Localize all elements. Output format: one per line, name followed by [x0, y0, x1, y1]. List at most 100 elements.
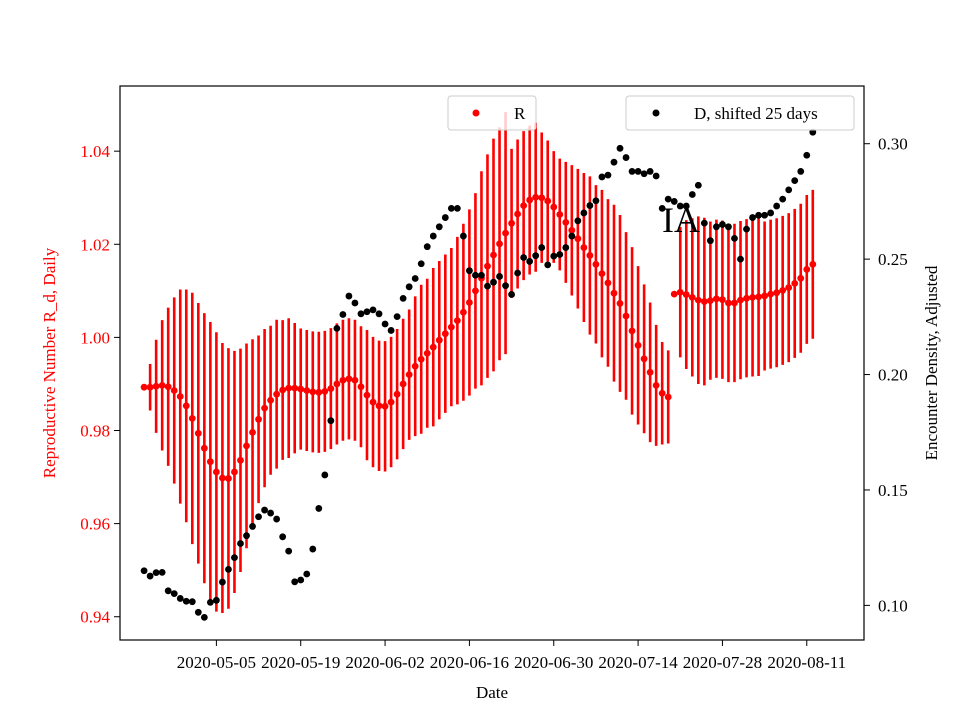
r-point — [743, 294, 750, 302]
d-point — [399, 294, 407, 302]
d-point — [315, 505, 323, 512]
r-point — [767, 290, 775, 298]
d-point — [779, 195, 787, 203]
r-point — [140, 383, 148, 391]
d-point — [700, 219, 708, 227]
d-point — [797, 168, 805, 175]
d-point — [574, 217, 582, 225]
legend-d: D, shifted 25 days — [625, 95, 855, 131]
x-tick-label: 2020-07-28 — [683, 653, 762, 672]
d-point — [658, 204, 666, 212]
d-point — [339, 311, 347, 318]
x-tick-label: 2020-08-11 — [767, 653, 846, 672]
r-series — [140, 112, 817, 613]
d-point — [441, 214, 449, 221]
r-point — [484, 262, 491, 270]
d-point — [676, 202, 684, 210]
d-point — [261, 506, 268, 514]
d-point — [152, 569, 160, 576]
r-point — [628, 327, 636, 335]
d-point — [212, 596, 220, 604]
d-point — [237, 540, 244, 547]
d-point — [713, 223, 720, 231]
r-point — [194, 429, 202, 437]
r-point — [502, 229, 509, 237]
r-point — [490, 251, 497, 259]
d-point — [634, 168, 642, 175]
r-point — [321, 387, 329, 395]
y-right-tick-label: 0.30 — [878, 135, 908, 154]
d-point — [526, 258, 534, 265]
d-point — [622, 154, 630, 161]
r-point — [146, 383, 154, 391]
y-left-tick-label: 0.96 — [80, 515, 110, 534]
r-point — [713, 295, 720, 303]
d-point — [285, 547, 293, 555]
d-point — [592, 197, 600, 205]
d-point — [369, 306, 377, 314]
r-point — [803, 266, 811, 273]
r-point — [749, 293, 756, 301]
r-point — [694, 296, 702, 304]
r-point — [586, 252, 594, 259]
d-point — [767, 209, 775, 217]
d-point — [586, 202, 594, 209]
d-point — [333, 324, 341, 332]
r-point — [646, 368, 654, 376]
d-point — [411, 275, 419, 282]
d-point — [496, 273, 503, 280]
d-point — [357, 310, 365, 318]
d-point — [176, 595, 184, 602]
d-point — [490, 278, 497, 286]
r-point — [249, 428, 256, 436]
r-point — [176, 393, 184, 400]
d-point — [351, 299, 359, 307]
right-y-axis: 0.10 0.15 0.20 0.25 0.30 — [864, 135, 908, 615]
x-tick-label: 2020-05-05 — [177, 653, 256, 672]
y-left-tick-label: 1.04 — [80, 142, 110, 161]
d-point — [381, 320, 389, 328]
d-point — [538, 244, 546, 251]
legend-r-frame — [447, 95, 537, 131]
r-point — [731, 299, 738, 307]
d-point — [761, 211, 768, 219]
r-point — [393, 390, 401, 398]
y-right-tick-label: 0.20 — [878, 366, 908, 385]
d-point — [453, 204, 461, 212]
d-point — [188, 598, 196, 606]
y-left-tick-label: 0.98 — [80, 422, 110, 441]
r-point — [779, 286, 787, 294]
r-point — [610, 289, 618, 297]
d-point — [785, 186, 793, 194]
r-point — [212, 468, 220, 476]
r-point — [381, 402, 389, 410]
d-point — [321, 471, 329, 479]
d-point — [682, 202, 690, 210]
d-point — [309, 545, 317, 553]
r-point — [237, 456, 244, 464]
r-point — [459, 308, 467, 316]
r-point — [622, 312, 630, 320]
r-point — [761, 292, 768, 300]
r-point — [538, 194, 546, 202]
d-point — [164, 587, 172, 595]
r-point — [706, 297, 714, 305]
d-point — [598, 173, 606, 181]
r-point — [435, 336, 443, 344]
d-point — [544, 261, 552, 269]
r-point — [267, 396, 275, 404]
d-point — [146, 572, 154, 580]
r-point — [423, 349, 431, 357]
d-point — [616, 144, 624, 152]
d-point — [532, 252, 540, 260]
r-point — [719, 296, 726, 304]
d-point — [604, 171, 612, 179]
d-point — [345, 292, 353, 300]
d-point — [508, 291, 515, 298]
r-point — [273, 390, 281, 398]
r-point — [339, 376, 347, 384]
plot-frame — [119, 85, 865, 641]
right-y-axis-label: Encounter Density, Adjusted — [922, 265, 941, 460]
d-point — [140, 567, 148, 575]
r-point — [441, 330, 449, 338]
